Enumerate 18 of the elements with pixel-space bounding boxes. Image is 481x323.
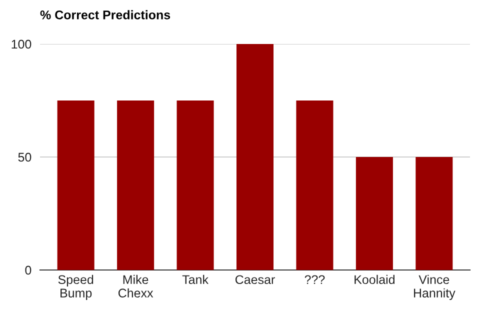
bar (356, 157, 393, 270)
bar (117, 100, 154, 270)
y-tick-label: 0 (25, 266, 32, 275)
x-tick-label: Caesar (235, 275, 275, 284)
bar (236, 44, 274, 270)
y-tick-label: 50 (18, 152, 32, 162)
x-tick-label: ??? (304, 275, 325, 284)
bar (57, 100, 94, 270)
x-tick-label: Vince Hannity (414, 274, 456, 300)
x-tick-label: Tank (182, 274, 208, 284)
y-tick-label: 100 (12, 40, 32, 49)
chart-title: % Correct Predictions (40, 10, 170, 20)
x-tick-label: Speed Bump (58, 274, 94, 300)
x-tick-label: Koolaid (354, 274, 394, 284)
bar (296, 100, 334, 270)
x-tick-label: Mike Chexx (118, 274, 154, 298)
bar (176, 100, 214, 270)
bar (416, 157, 453, 270)
